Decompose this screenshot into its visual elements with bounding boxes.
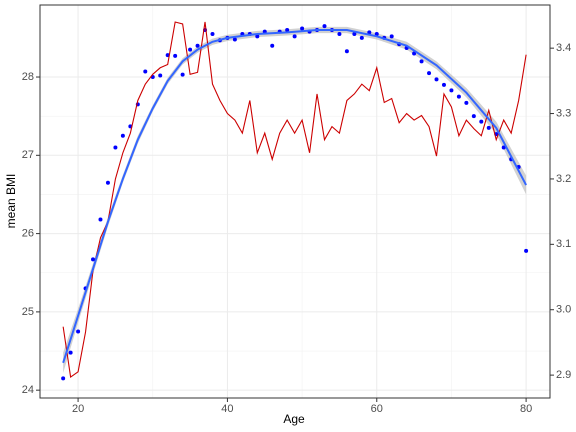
point — [61, 376, 66, 381]
point — [120, 133, 125, 138]
smooth-line — [62, 29, 527, 364]
y-tick-label: 25 — [22, 306, 34, 318]
x-tick-label: 20 — [72, 403, 84, 415]
point — [471, 114, 476, 119]
point — [344, 49, 349, 54]
point — [441, 82, 446, 87]
point — [76, 329, 81, 334]
point — [210, 31, 215, 36]
y-tick-label: 26 — [22, 228, 34, 240]
y-tick-label: 24 — [22, 384, 34, 396]
y2-tick-label: 3.1 — [556, 238, 571, 250]
point — [359, 35, 364, 40]
point — [337, 31, 342, 36]
point — [255, 34, 260, 39]
point — [389, 34, 394, 39]
y2-tick-label: 3.4 — [556, 42, 571, 54]
point — [98, 217, 103, 222]
point — [419, 59, 424, 64]
point — [434, 77, 439, 82]
point — [143, 69, 148, 74]
y2-tick-label: 3.3 — [556, 107, 571, 119]
x-tick-label: 60 — [371, 403, 383, 415]
point — [105, 180, 110, 185]
x-tick-label: 40 — [221, 403, 233, 415]
point — [427, 71, 432, 76]
point — [449, 88, 454, 93]
point — [158, 73, 163, 78]
point — [524, 248, 529, 253]
point — [188, 47, 193, 52]
point — [374, 31, 379, 36]
y-axis-label: mean BMI — [4, 174, 18, 229]
series-line — [62, 21, 527, 379]
point — [173, 53, 178, 58]
panel — [39, 4, 551, 399]
point — [270, 43, 275, 48]
point — [412, 51, 417, 56]
point — [464, 100, 469, 105]
point — [501, 145, 506, 150]
point — [456, 94, 461, 99]
point — [195, 43, 200, 48]
confidence-band — [63, 26, 527, 373]
point — [486, 125, 491, 130]
point — [300, 26, 305, 31]
point — [352, 31, 357, 36]
point — [285, 28, 290, 33]
y2-tick-label: 3.2 — [556, 173, 571, 185]
y2-tick-label: 2.9 — [556, 369, 571, 381]
x-axis-label: Age — [283, 412, 305, 426]
point — [479, 119, 484, 124]
point — [322, 24, 327, 29]
y-tick-label: 27 — [22, 149, 34, 161]
point — [91, 257, 96, 262]
point — [113, 145, 118, 150]
point — [180, 72, 185, 77]
point — [367, 30, 372, 35]
y2-tick-label: 3.0 — [556, 304, 571, 316]
point — [292, 34, 297, 39]
y-tick-label: 28 — [22, 71, 34, 83]
point — [232, 37, 237, 42]
x-tick-label: 80 — [520, 403, 532, 415]
point — [68, 350, 73, 355]
